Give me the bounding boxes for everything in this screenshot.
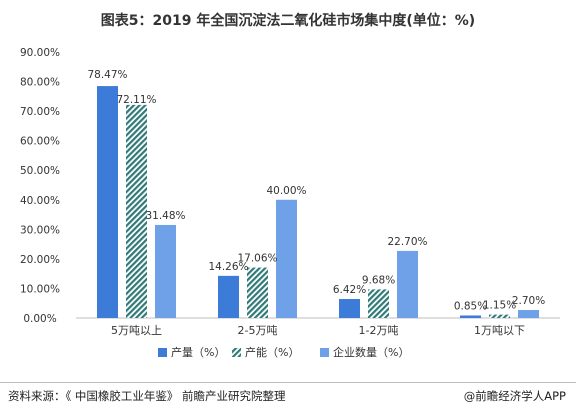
y-tick-label: 90.00% xyxy=(20,47,60,59)
data-label: 40.00% xyxy=(266,185,306,197)
bar-capacity xyxy=(368,289,389,318)
data-label: 78.47% xyxy=(87,69,127,81)
y-tick-label: 80.00% xyxy=(20,77,60,89)
bar-enterprises xyxy=(276,199,297,318)
x-tick-label: 5万吨以上 xyxy=(111,324,162,337)
y-tick-label: 20.00% xyxy=(20,254,60,266)
legend-swatch-capacity xyxy=(232,348,241,357)
x-tick-label: 1万吨以下 xyxy=(474,324,525,337)
brand-credit: @前瞻经济学人APP xyxy=(463,389,566,403)
bar-capacity xyxy=(489,314,510,318)
bar-capacity xyxy=(126,104,147,319)
data-label: 72.11% xyxy=(116,94,156,106)
bar-enterprises xyxy=(397,250,418,318)
bar-production xyxy=(460,315,481,318)
bar-production xyxy=(339,299,360,318)
data-label: 9.68% xyxy=(362,274,395,286)
y-tick-label: 60.00% xyxy=(20,136,60,148)
y-tick-label: 0.00% xyxy=(23,313,56,325)
y-tick-label: 10.00% xyxy=(20,283,60,295)
legend-swatch-production xyxy=(158,348,167,357)
data-label: 6.42% xyxy=(333,284,366,296)
data-label: 2.70% xyxy=(512,295,545,307)
footer-divider xyxy=(0,382,576,383)
bar-capacity xyxy=(247,267,268,318)
data-label: 14.26% xyxy=(208,261,248,273)
chart-title: 图表5：2019 年全国沉淀法二氧化硅市场集中度(单位：%) xyxy=(100,13,476,29)
data-label: 31.48% xyxy=(145,210,185,222)
legend-label-production: 产量（%） xyxy=(171,345,225,359)
legend-label-capacity: 产能（%） xyxy=(245,345,299,359)
x-tick-label: 2-5万吨 xyxy=(238,324,278,337)
legend-swatch-enterprises xyxy=(320,348,329,357)
data-label: 17.06% xyxy=(237,253,277,265)
y-tick-label: 30.00% xyxy=(20,224,60,236)
bar-enterprises xyxy=(518,310,539,318)
y-tick-label: 70.00% xyxy=(20,106,60,118)
bar-production xyxy=(218,275,239,318)
bar-chart: 0.00% 10.00% 20.00% 30.00% 40.00% 50.00% 60.00… xyxy=(20,47,560,359)
legend-label-enterprises: 企业数量（%） xyxy=(333,345,409,359)
x-tick-label: 1-2万吨 xyxy=(359,324,399,337)
y-tick-label: 40.00% xyxy=(20,195,60,207)
source-note: 资料来源：《 中国橡胶工业年鉴》 前瞻产业研究院整理 xyxy=(8,389,286,403)
data-label: 22.70% xyxy=(387,236,427,248)
bar-production xyxy=(97,86,118,319)
y-tick-label: 50.00% xyxy=(20,165,60,177)
data-label: 0.85% xyxy=(454,300,487,312)
bar-enterprises xyxy=(155,224,176,318)
data-label: 1.15% xyxy=(483,300,516,312)
